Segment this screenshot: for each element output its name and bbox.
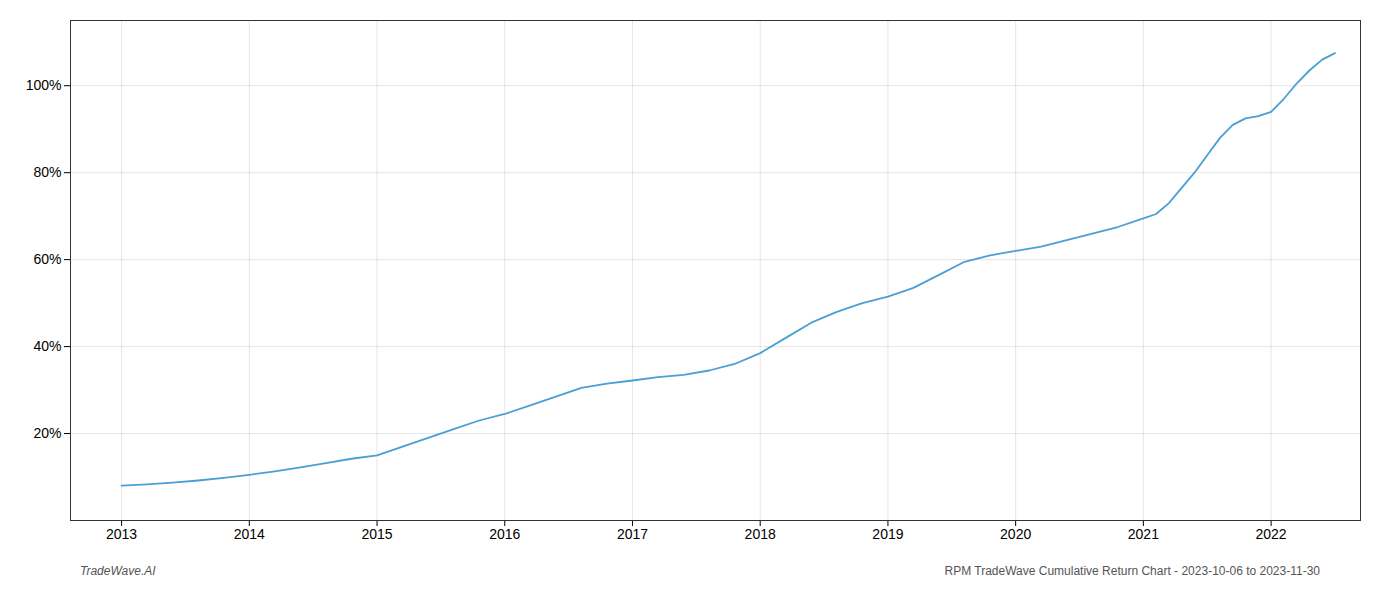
html-text:TradeWave.AI: TradeWave.AI [80,564,156,578]
svg-text:40%: 40% [33,338,61,354]
svg-text:20%: 20% [33,425,61,441]
svg-text:2018: 2018 [745,526,776,542]
svg-text:60%: 60% [33,251,61,267]
svg-text:2020: 2020 [1000,526,1031,542]
svg-text:2014: 2014 [234,526,265,542]
svg-text:2017: 2017 [617,526,648,542]
html-text:RPM TradeWave Cumulative Retur: RPM TradeWave Cumulative Return Chart - … [944,564,1320,578]
svg-text:80%: 80% [33,164,61,180]
svg-text:100%: 100% [26,77,62,93]
svg-text:2016: 2016 [489,526,520,542]
svg-text:2015: 2015 [361,526,392,542]
svg-text:2021: 2021 [1128,526,1159,542]
svg-text:2013: 2013 [106,526,137,542]
svg-text:2022: 2022 [1256,526,1287,542]
svg-text:2019: 2019 [872,526,903,542]
